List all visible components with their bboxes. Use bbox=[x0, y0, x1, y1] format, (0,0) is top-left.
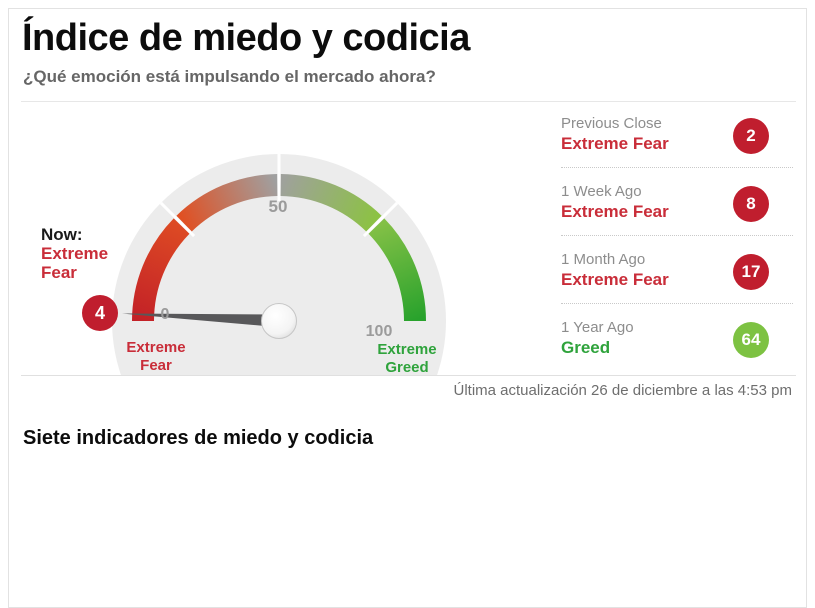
gauge-color-arc bbox=[132, 174, 426, 322]
footer-divider bbox=[21, 375, 796, 376]
current-reading: Now: Extreme Fear bbox=[41, 225, 108, 282]
history-label: 1 Week Ago bbox=[561, 183, 642, 200]
history-state: Extreme Fear bbox=[561, 202, 669, 221]
history-row-1-year-ago: 1 Year Ago Greed 64 bbox=[561, 317, 793, 373]
gauge-needle-hub bbox=[261, 303, 297, 339]
tick-label-50: 50 bbox=[268, 197, 288, 216]
tick-label-0: 0 bbox=[160, 306, 170, 323]
extreme-greed-label: Extreme Greed bbox=[377, 341, 437, 376]
history-label: Previous Close bbox=[561, 115, 662, 132]
now-state-line2: Fear bbox=[41, 263, 77, 282]
gauge-needle bbox=[122, 313, 282, 328]
history-label: 1 Month Ago bbox=[561, 251, 646, 268]
fear-greed-gauge bbox=[112, 154, 446, 376]
history-separator bbox=[561, 235, 793, 236]
tick-label-100: 100 bbox=[365, 323, 393, 340]
history-value-badge: 64 bbox=[733, 322, 769, 358]
last-updated-text: Última actualización 26 de diciembre a l… bbox=[453, 382, 792, 399]
gauge-tick-lines bbox=[159, 154, 399, 238]
history-separator bbox=[561, 167, 793, 168]
history-state: Extreme Fear bbox=[561, 270, 669, 289]
history-row-1-month-ago: 1 Month Ago Extreme Fear 17 bbox=[561, 249, 793, 305]
history-row-previous-close: Previous Close Extreme Fear 2 bbox=[561, 113, 793, 169]
history-value-badge: 2 bbox=[733, 118, 769, 154]
page-title: Índice de miedo y codicia bbox=[22, 17, 470, 59]
history-separator bbox=[561, 303, 793, 304]
history-row-1-week-ago: 1 Week Ago Extreme Fear 8 bbox=[561, 181, 793, 237]
header-divider bbox=[21, 101, 796, 102]
now-label: Now: bbox=[41, 225, 83, 244]
extreme-fear-label: Extreme Fear bbox=[126, 339, 186, 374]
history-state: Extreme Fear bbox=[561, 134, 669, 153]
now-state-line1: Extreme bbox=[41, 244, 109, 263]
history-value-badge: 17 bbox=[733, 254, 769, 290]
history-state: Greed bbox=[561, 338, 611, 357]
history-label: 1 Year Ago bbox=[561, 319, 634, 336]
fear-greed-card: Índice de miedo y codicia ¿Qué emoción e… bbox=[8, 8, 807, 608]
page-subtitle: ¿Qué emoción está impulsando el mercado … bbox=[23, 67, 436, 86]
current-value-badge: 4 bbox=[82, 295, 118, 331]
history-value-badge: 8 bbox=[733, 186, 769, 222]
